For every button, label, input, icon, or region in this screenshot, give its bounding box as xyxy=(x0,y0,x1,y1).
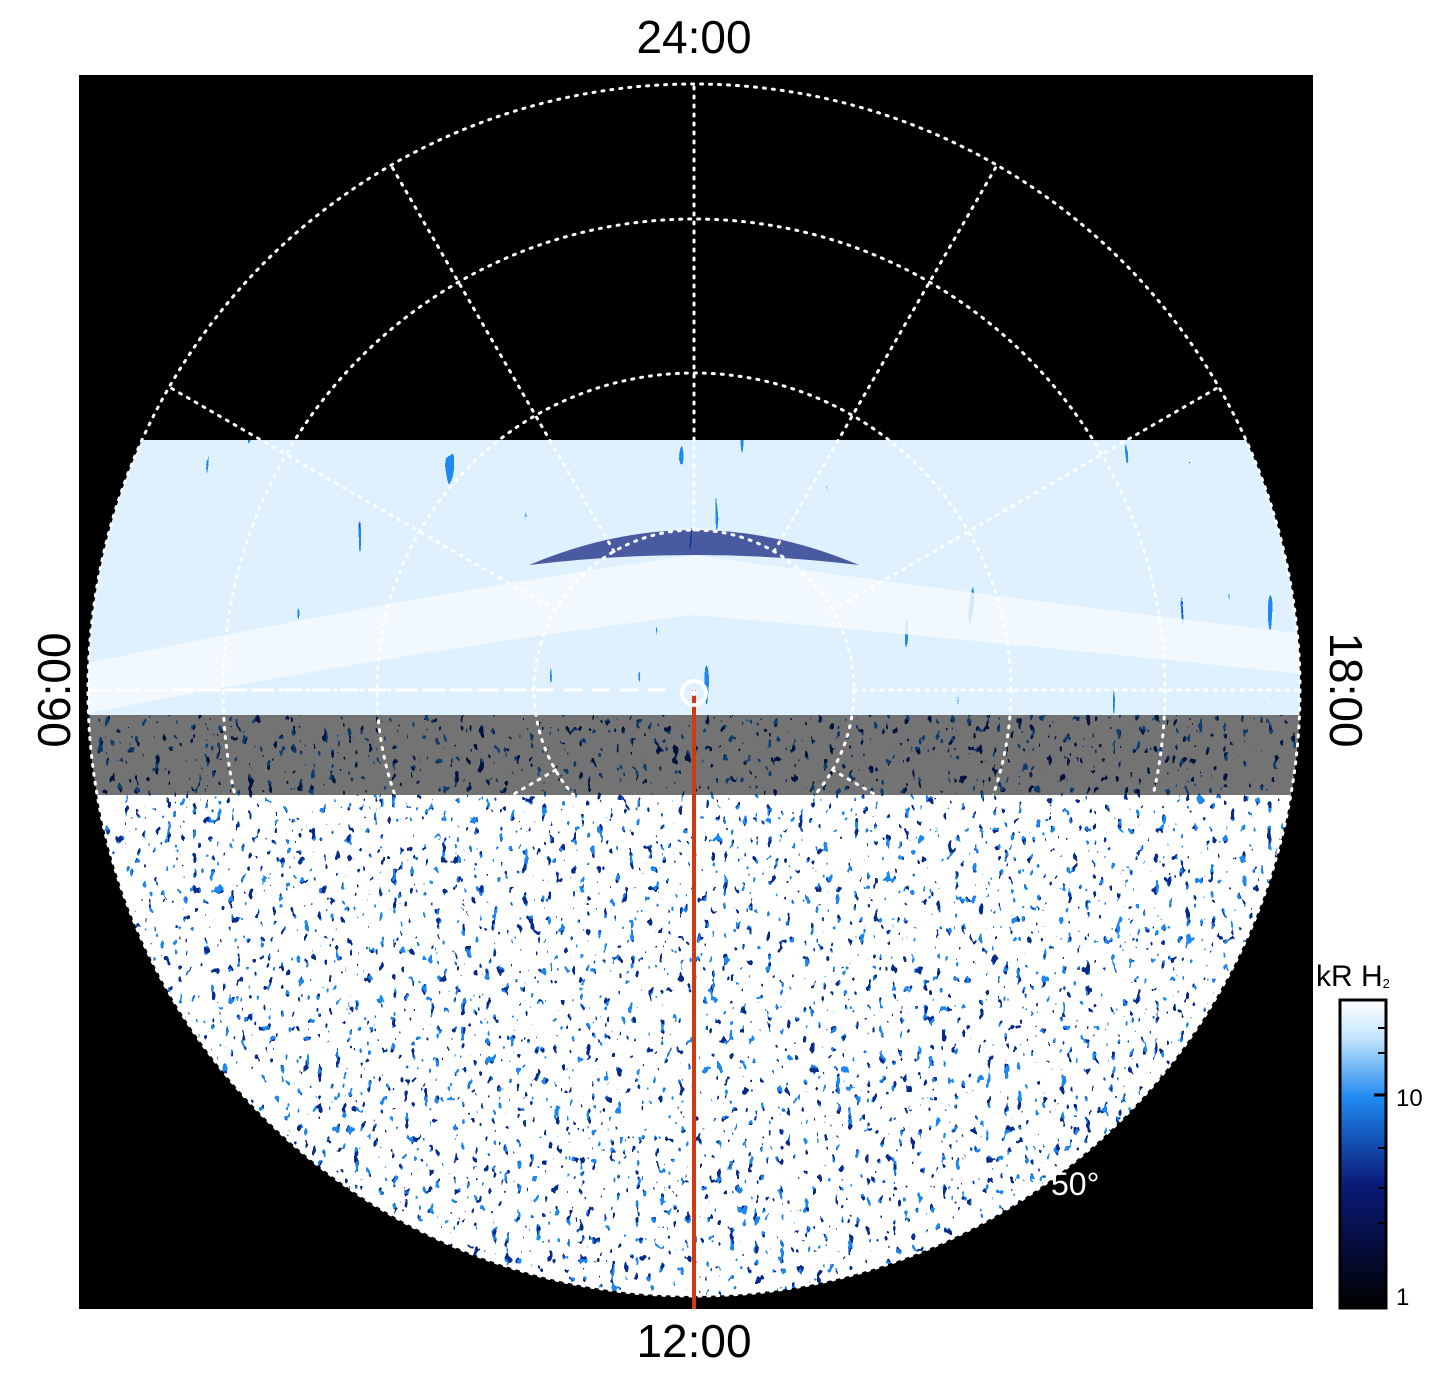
colorbar-title-text: kR H xyxy=(1316,960,1383,993)
grid-meridian xyxy=(167,385,557,612)
local-time-label-noon: 12:00 xyxy=(636,1315,752,1367)
colorbar-tick-label-10: 10 xyxy=(1396,1085,1423,1112)
colorbar-title: kR H2 xyxy=(1316,960,1390,994)
grid-meridian xyxy=(831,385,1221,612)
grid-meridian xyxy=(389,827,616,1217)
colorbar-gradient xyxy=(1338,998,1388,1310)
grid-meridian xyxy=(772,827,999,1217)
colorbar-tick-label-1: 1 xyxy=(1396,1284,1410,1311)
grid-meridian xyxy=(389,163,616,553)
pole-marker xyxy=(680,679,708,707)
grid-meridian xyxy=(831,768,1221,995)
grid-meridian xyxy=(772,163,999,553)
latitude-label-50: 50° xyxy=(1051,1166,1099,1202)
local-time-label-dusk: 18:00 xyxy=(1320,632,1372,748)
grid-circle-outer xyxy=(86,82,1302,1298)
grid-meridian xyxy=(167,768,557,995)
colorbar xyxy=(1338,998,1388,1310)
latitude-label-70: 70° xyxy=(899,928,947,964)
auroral-polar-projection: 70° 50° xyxy=(79,75,1313,1309)
colorbar-title-subscript: 2 xyxy=(1382,976,1390,991)
local-time-label-midnight: 24:00 xyxy=(636,11,752,63)
auroral-main-oval xyxy=(88,555,1300,715)
local-time-label-dawn: 06:00 xyxy=(28,632,80,748)
pole-dot xyxy=(691,690,697,696)
oval-dark-arc xyxy=(529,530,859,565)
